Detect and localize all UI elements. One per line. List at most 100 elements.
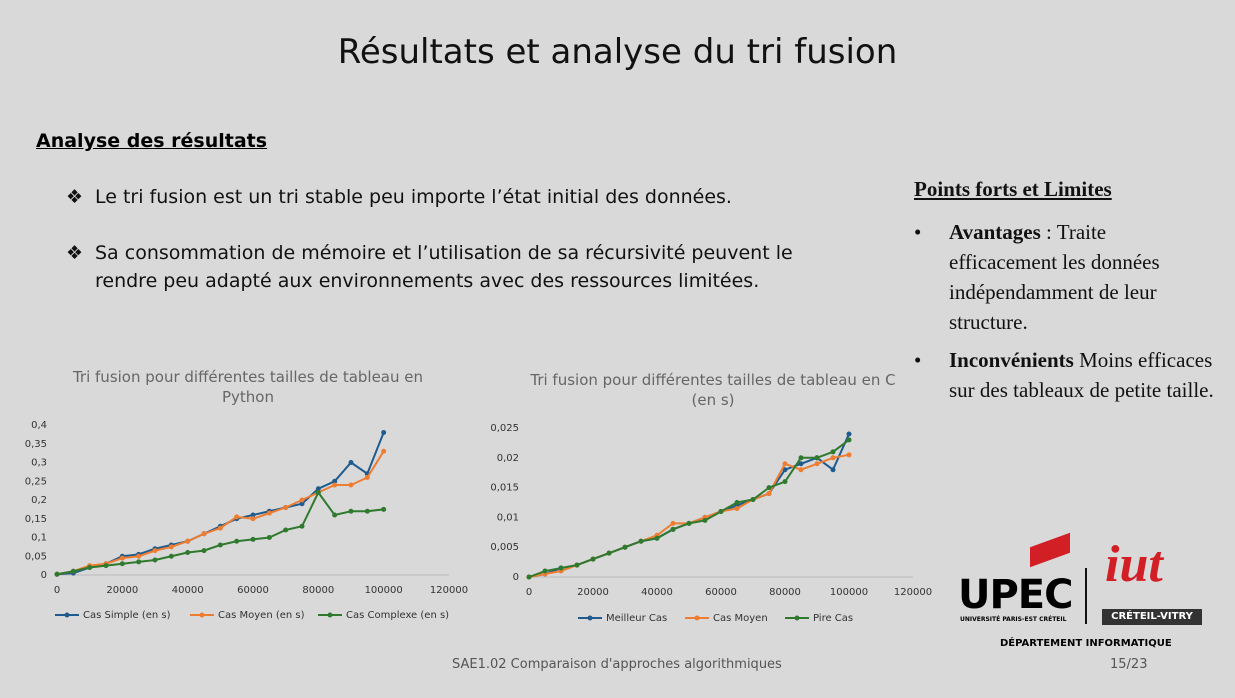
data-point bbox=[315, 490, 321, 495]
x-tick-label: 100000 bbox=[365, 585, 403, 596]
logo-iut: iut bbox=[1105, 536, 1163, 593]
legend-label: Cas Simple (en s) bbox=[83, 610, 171, 621]
y-tick-label: 0 bbox=[513, 572, 519, 583]
panel-item: • Inconvénients Moins efficaces sur des t… bbox=[914, 348, 1214, 402]
data-point bbox=[782, 479, 788, 485]
x-tick-label: 0 bbox=[526, 587, 532, 598]
data-point bbox=[283, 527, 289, 533]
data-point bbox=[332, 482, 338, 488]
data-point bbox=[364, 475, 370, 480]
term-text: : Traite efficacement les données indépe… bbox=[949, 220, 1160, 334]
data-point bbox=[830, 455, 836, 461]
legend-marker bbox=[587, 615, 593, 621]
logo-university: UNIVERSITÉ PARIS-EST CRÉTEIL bbox=[960, 616, 1067, 623]
series-line bbox=[528, 453, 850, 578]
data-point bbox=[542, 568, 548, 574]
bullet-text: Le tri fusion est un tri stable peu impo… bbox=[95, 186, 732, 208]
data-point bbox=[136, 559, 142, 565]
x-tick-label: 0 bbox=[54, 585, 60, 596]
section-title: Analyse des résultats bbox=[36, 130, 268, 152]
footer: SAE1.02 Comparaison d'approches algorith… bbox=[452, 657, 782, 672]
data-point bbox=[718, 508, 724, 514]
legend-marker bbox=[327, 612, 333, 618]
data-point bbox=[798, 461, 804, 467]
x-tick-label: 20000 bbox=[106, 585, 138, 596]
legend-marker bbox=[64, 612, 70, 618]
legend-label: Pire Cas bbox=[813, 613, 853, 624]
data-point bbox=[686, 520, 692, 526]
x-tick-label: 40000 bbox=[172, 585, 204, 596]
data-point bbox=[87, 565, 93, 570]
y-tick-label: 0,25 bbox=[25, 476, 47, 487]
panel-item: • Avantages : Traite efficacement les don… bbox=[914, 220, 1160, 334]
data-point bbox=[266, 535, 272, 540]
data-point bbox=[266, 510, 272, 516]
chart-title: Tri fusion pour différentes tailles de t… bbox=[72, 368, 424, 406]
data-point bbox=[606, 550, 612, 556]
term: Avantages bbox=[949, 220, 1041, 244]
bullet: ❖ Le tri fusion est un tri stable peu imp… bbox=[66, 183, 806, 211]
series-line bbox=[56, 432, 385, 576]
data-point bbox=[217, 525, 223, 531]
data-point bbox=[152, 557, 158, 563]
bullet: ❖ Sa consommation de mémoire et l’utilisa… bbox=[66, 239, 806, 295]
data-point bbox=[283, 505, 289, 510]
x-tick-label: 60000 bbox=[237, 585, 269, 596]
data-point bbox=[638, 538, 644, 544]
data-point bbox=[734, 500, 740, 505]
data-point bbox=[103, 563, 109, 569]
legend-label: Meilleur Cas bbox=[606, 613, 667, 624]
data-point bbox=[590, 556, 596, 562]
legend-label: Cas Moyen (en s) bbox=[218, 610, 305, 621]
page-number: 15/23 bbox=[1110, 657, 1148, 672]
data-point bbox=[152, 548, 158, 554]
data-point bbox=[830, 449, 836, 455]
data-point bbox=[348, 508, 354, 514]
data-point bbox=[622, 544, 628, 550]
y-tick-label: 0,015 bbox=[490, 483, 519, 494]
y-tick-label: 0,1 bbox=[31, 533, 47, 544]
data-point bbox=[168, 553, 174, 559]
data-point bbox=[136, 553, 142, 559]
data-point bbox=[654, 535, 660, 541]
slide-title: Résultats et analyse du tri fusion bbox=[337, 32, 898, 72]
data-point bbox=[814, 455, 820, 461]
y-tick-label: 0,4 bbox=[31, 420, 47, 431]
data-point bbox=[315, 486, 321, 492]
chart-title: Tri fusion pour différentes tailles de t… bbox=[530, 371, 896, 409]
data-point bbox=[185, 538, 191, 544]
data-point bbox=[217, 542, 223, 548]
data-point bbox=[299, 501, 305, 507]
x-tick-label: 80000 bbox=[302, 585, 334, 596]
data-point bbox=[830, 467, 836, 473]
x-tick-label: 100000 bbox=[830, 587, 868, 598]
legend-marker bbox=[694, 615, 700, 621]
y-tick-label: 0,025 bbox=[490, 423, 519, 434]
x-tick-label: 80000 bbox=[769, 587, 801, 598]
data-point bbox=[348, 460, 354, 465]
data-point bbox=[119, 561, 125, 567]
y-tick-label: 0 bbox=[41, 570, 47, 581]
data-point bbox=[168, 544, 174, 550]
y-tick-label: 0,35 bbox=[25, 439, 47, 450]
data-point bbox=[558, 565, 564, 571]
y-tick-label: 0,005 bbox=[490, 542, 519, 553]
y-tick-label: 0,05 bbox=[25, 551, 47, 562]
data-point bbox=[250, 516, 256, 522]
data-point bbox=[234, 538, 240, 544]
x-tick-label: 120000 bbox=[430, 585, 468, 596]
data-point bbox=[201, 548, 207, 554]
data-point bbox=[846, 431, 852, 437]
data-point bbox=[846, 437, 852, 443]
data-point bbox=[766, 485, 772, 491]
data-point bbox=[299, 497, 305, 503]
panel-title: Points forts et Limites bbox=[914, 177, 1112, 201]
data-point bbox=[734, 505, 740, 511]
data-point bbox=[526, 574, 532, 580]
logo-campus: CRÉTEIL-VITRY bbox=[1102, 609, 1202, 625]
data-point bbox=[250, 512, 256, 518]
data-point bbox=[814, 461, 820, 467]
data-point bbox=[766, 491, 772, 497]
x-tick-label: 40000 bbox=[641, 587, 673, 598]
data-point bbox=[201, 531, 207, 537]
